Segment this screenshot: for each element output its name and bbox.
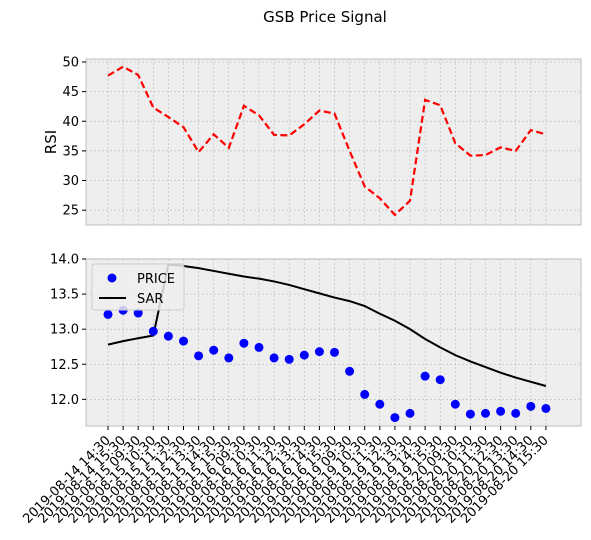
price-point xyxy=(179,336,188,346)
price-point xyxy=(148,326,158,336)
price-point xyxy=(511,408,521,418)
rsi-y-tick-label: 45 xyxy=(62,85,79,100)
price-point xyxy=(541,403,551,413)
price-point xyxy=(360,389,370,399)
price-point xyxy=(299,350,309,360)
price-point xyxy=(481,408,490,418)
legend-price-label: PRICE xyxy=(137,272,175,287)
price-point xyxy=(209,345,219,355)
price-point xyxy=(526,401,536,411)
price-point xyxy=(420,371,430,381)
price-point xyxy=(163,331,173,341)
legend: PRICE SAR xyxy=(91,263,185,311)
price-point xyxy=(405,408,415,418)
price-point xyxy=(269,353,279,363)
legend-sar-label: SAR xyxy=(137,292,163,307)
price-point xyxy=(103,309,113,319)
price-grid xyxy=(86,258,581,426)
price-point xyxy=(465,409,475,419)
price-point xyxy=(239,338,249,348)
price-point xyxy=(284,354,294,364)
price-point xyxy=(496,406,506,416)
price-y-tick-label: 12.0 xyxy=(50,393,79,408)
price-point xyxy=(314,347,324,357)
price-point xyxy=(435,375,445,385)
chart-title: GSB Price Signal xyxy=(263,8,387,26)
rsi-y-tick-label: 50 xyxy=(62,55,79,70)
price-y-tick-label: 13.5 xyxy=(50,288,79,303)
rsi-y-tick-label: 35 xyxy=(62,144,79,159)
price-point xyxy=(254,342,264,352)
price-y-tick-label: 13.0 xyxy=(50,323,79,338)
rsi-line xyxy=(107,65,547,217)
price-point xyxy=(390,413,400,423)
rsi-y-axis-label: RSI xyxy=(42,130,60,154)
legend-price-marker xyxy=(107,273,117,283)
rsi-y-tick-label: 40 xyxy=(62,115,79,130)
rsi-grid xyxy=(86,59,581,225)
price-y-tick-label: 12.5 xyxy=(50,358,79,373)
price-y-axis: 12.0 12.5 13.0 13.5 14.0 xyxy=(50,253,86,408)
price-point xyxy=(194,351,204,361)
price-point xyxy=(330,347,339,357)
price-point xyxy=(133,308,143,318)
price-point xyxy=(224,353,234,363)
price-y-tick-label: 14.0 xyxy=(50,253,79,268)
rsi-y-tick-label: 25 xyxy=(62,204,79,219)
price-point xyxy=(345,366,355,376)
rsi-series xyxy=(107,65,547,217)
price-point xyxy=(450,399,460,409)
rsi-y-axis: 25 30 35 40 45 50 xyxy=(62,55,86,219)
rsi-plot-area xyxy=(85,58,582,226)
rsi-y-tick-label: 30 xyxy=(62,174,79,189)
price-point xyxy=(375,399,385,409)
